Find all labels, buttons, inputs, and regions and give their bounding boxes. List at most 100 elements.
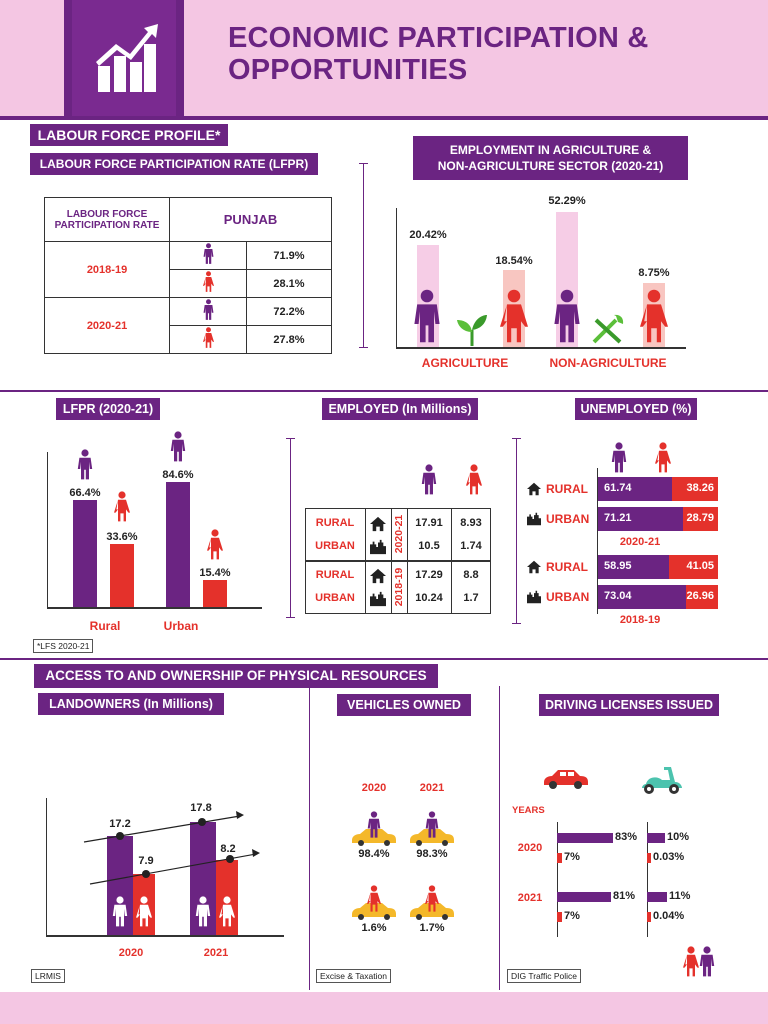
man-icon — [170, 430, 186, 464]
trend-lines — [83, 811, 260, 885]
label-urban: Urban — [163, 619, 199, 633]
woman-icon — [466, 462, 482, 498]
landowners-title: LANDOWNERS (In Millions) — [38, 693, 224, 715]
footer-band — [0, 992, 768, 1024]
man-icon — [421, 462, 437, 498]
license-bar — [557, 892, 611, 902]
divider-cap — [512, 438, 521, 439]
divider-cap — [359, 163, 368, 164]
woman-icon — [203, 327, 214, 349]
year-label: 2021 — [203, 947, 229, 959]
woman-icon — [655, 440, 671, 476]
vehicles-title: VEHICLES OWNED — [337, 694, 471, 716]
land-value: 8.2 — [220, 843, 236, 855]
resources-title: ACCESS TO AND OWNERSHIP OF PHYSICAL RESO… — [34, 664, 438, 688]
col-divider — [451, 508, 452, 614]
header-divider — [0, 116, 768, 120]
license-bar — [647, 833, 665, 843]
woman-icon — [207, 528, 223, 562]
area-label: URBAN — [546, 512, 590, 526]
col-divider — [407, 508, 408, 614]
area-label: URBAN — [315, 592, 355, 604]
employed-value: 8.93 — [460, 517, 482, 529]
man-icon — [203, 299, 214, 321]
col-divider — [365, 508, 366, 614]
license-bar — [557, 833, 613, 843]
man-icon — [611, 440, 627, 476]
year-label: 2018-19 — [619, 614, 661, 626]
table-year: 2020-21 — [44, 297, 170, 354]
employed-value: 1.74 — [460, 540, 482, 552]
license-value: 10% — [667, 831, 690, 843]
vehicle-female-value: 1.6% — [361, 922, 387, 934]
divider — [363, 163, 364, 348]
car-with-woman-icon — [352, 884, 396, 920]
value-label: 18.54% — [495, 255, 533, 267]
area-label: RURAL — [315, 569, 355, 581]
land-value: 17.8 — [190, 802, 212, 814]
year-vertical: 2020-21 — [393, 514, 405, 554]
employed-value: 17.91 — [415, 517, 443, 529]
source-lfs: *LFS 2020-21 — [33, 639, 94, 653]
vehicle-male-value: 98.3% — [416, 848, 448, 860]
bar-urban-female — [203, 580, 227, 607]
vehicle-year: 2021 — [419, 782, 445, 794]
woman-outline-icon — [136, 894, 152, 930]
value-label: 15.4% — [199, 567, 231, 579]
car-with-man-icon — [410, 810, 454, 846]
table-cell: 28.1% — [246, 269, 332, 298]
page-title: ECONOMIC PARTICIPATION & OPPORTUNITIES — [228, 22, 649, 86]
license-value: 0.04% — [653, 910, 685, 922]
logo-inner — [72, 0, 176, 116]
divider-cap — [512, 623, 521, 624]
license-bar — [647, 912, 651, 922]
value-label: 33.6% — [106, 531, 138, 543]
area-label: RURAL — [546, 482, 588, 496]
license-bar — [557, 912, 562, 922]
employed-value: 1.7 — [463, 592, 479, 604]
scooter-icon — [642, 767, 682, 794]
vehicle-male-value: 98.4% — [358, 848, 390, 860]
unemployed-axis — [597, 468, 598, 614]
woman-icon — [114, 490, 130, 524]
value-label: 52.29% — [548, 195, 586, 207]
bar-rural-male — [73, 500, 97, 607]
table-year: 2018-19 — [44, 241, 170, 298]
divider — [516, 438, 517, 624]
employed-value: 17.29 — [415, 569, 443, 581]
area-label: URBAN — [315, 540, 355, 552]
lic-axis-bike — [647, 822, 648, 937]
licenses-title: DRIVING LICENSES ISSUED — [539, 694, 719, 716]
area-label: URBAN — [546, 590, 590, 604]
city-icon — [526, 512, 542, 526]
bar-female: 28.79 — [683, 507, 718, 531]
house-icon — [526, 560, 542, 574]
license-year: 2021 — [517, 892, 543, 904]
divider — [499, 686, 500, 990]
bar-male: 71.21 — [598, 507, 683, 531]
man-icon — [553, 288, 581, 346]
man-outline-icon — [112, 894, 128, 930]
car-with-man-icon — [352, 810, 396, 846]
woman-icon — [500, 288, 528, 346]
area-label: RURAL — [315, 517, 355, 529]
bar-female: 26.96 — [686, 585, 718, 609]
city-icon — [526, 590, 542, 604]
divider-cap — [286, 617, 295, 618]
employed-title: EMPLOYED (In Millions) — [322, 398, 478, 420]
source-lrmis: LRMIS — [31, 969, 65, 983]
employed-value: 10.5 — [418, 540, 440, 552]
city-icon — [369, 591, 387, 607]
house-icon — [526, 482, 542, 496]
land-baseline — [46, 935, 284, 937]
employment-title: EMPLOYMENT IN AGRICULTURE & NON-AGRICULTU… — [413, 136, 688, 180]
lfpr-baseline — [47, 607, 262, 609]
license-value: 7% — [564, 851, 580, 863]
logo-tile — [64, 0, 184, 116]
woman-icon — [683, 945, 699, 979]
license-bar — [557, 853, 562, 863]
year-label: 2020 — [118, 947, 144, 959]
plant-icon — [457, 315, 487, 346]
value-label: 8.75% — [638, 267, 670, 279]
lic-axis-car — [557, 822, 558, 937]
